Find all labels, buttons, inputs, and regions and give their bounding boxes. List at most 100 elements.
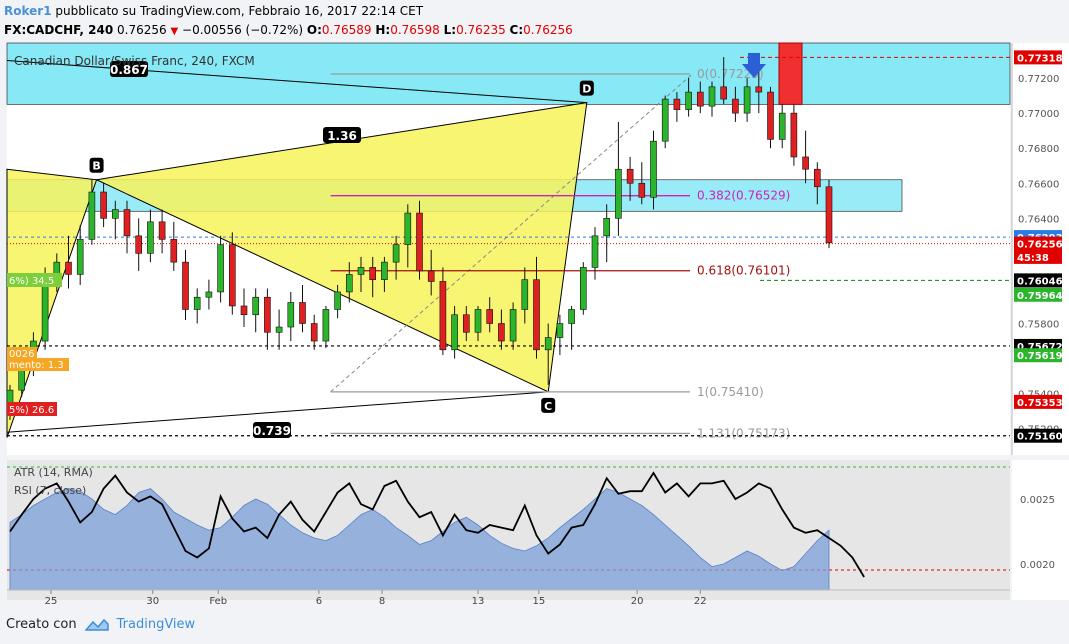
candle-down (673, 98, 681, 110)
price-label: 0.75964 (1017, 291, 1063, 302)
candle-down (439, 281, 447, 351)
price-label: 0.76256 (1017, 240, 1063, 251)
indicator-tick-label: 0.0020 (1020, 560, 1055, 571)
candle-down (65, 261, 72, 275)
candle-up (392, 244, 400, 263)
price-label: 0.76046 (1017, 276, 1063, 287)
candle-up (568, 309, 575, 324)
candle-up (334, 291, 341, 310)
price-label-bg (1014, 50, 1062, 65)
prz-zone (6, 42, 1011, 105)
candle-up (556, 323, 564, 338)
time-tick-label: 20 (631, 596, 644, 607)
price-tick-label: 0.75800 (1018, 320, 1059, 331)
last-price: 0.76256 (117, 23, 167, 37)
candle-up (451, 314, 458, 351)
left-label-b: 0026 (9, 349, 34, 360)
candle-down (416, 212, 423, 272)
candle-down (135, 235, 142, 254)
fib-level-label: 1(0.75410) (697, 385, 764, 399)
price-label-bg (1014, 348, 1062, 363)
candle-down (100, 191, 107, 219)
price-label: 0.75160 (1017, 432, 1063, 443)
candle-up (778, 112, 786, 140)
high-value: 0.76598 (390, 23, 440, 37)
candle-up (381, 261, 388, 280)
price-tick-label: 0.76600 (1018, 179, 1059, 190)
left-label-d-bg (7, 402, 57, 416)
time-tick-label: 6 (316, 596, 322, 607)
tradingview-logo-icon (84, 618, 109, 631)
price-label-bg (1014, 428, 1062, 443)
left-label-a: 6%) 34.5 (9, 276, 54, 287)
candle-up (544, 337, 552, 351)
fib-level-label: 1.131(0.75173) (697, 426, 790, 440)
candle-up (743, 86, 751, 114)
xd-line (6, 60, 587, 104)
price-label-bg (1014, 249, 1062, 264)
time-tick-label: 25 (45, 596, 58, 607)
indicator-tick-label: 0.0025 (1020, 495, 1055, 506)
price-label: 0.75353 (1017, 398, 1063, 409)
candle-up (275, 326, 283, 333)
open-label: O: (306, 23, 322, 37)
candle-up (474, 309, 482, 333)
fib-level-label: 0.618(0.76101) (697, 264, 790, 278)
tradingview-brand[interactable]: TradingView (116, 617, 196, 632)
candle-down (229, 244, 236, 307)
candle-down (498, 323, 505, 342)
atr-label: ATR (14, RMA) (14, 466, 93, 479)
candle-down (790, 112, 798, 158)
open-value: 0.76589 (321, 23, 372, 37)
ratio-0739-label-bg (253, 422, 291, 438)
indicator-axis (1012, 460, 1069, 600)
time-tick-label: 8 (379, 596, 385, 607)
time-tick-label: 15 (532, 596, 545, 607)
atr-area (9, 488, 830, 591)
candle-down (170, 239, 178, 263)
author-name[interactable]: Roker1 (4, 4, 52, 18)
candle-down (802, 156, 809, 170)
point-d-label-bg (579, 80, 594, 96)
price-label: 0.75619 (1017, 351, 1063, 362)
low-value: 0.76235 (456, 23, 506, 37)
candle-up (579, 267, 587, 310)
footer: Creato con TradingView (6, 617, 195, 632)
candle-down (767, 91, 774, 140)
published-text: pubblicato su TradingView.com, Febbraio … (55, 4, 424, 18)
candle-down (696, 91, 704, 107)
candle-up (591, 235, 599, 268)
candle-up (521, 279, 529, 310)
point-b-label: B (92, 160, 100, 173)
stop-box (778, 42, 803, 105)
fib-trend-line (330, 74, 693, 393)
price-label: 0.75672 (1017, 342, 1063, 353)
candle-up (345, 274, 353, 293)
candle-up (404, 212, 412, 245)
candle-down (755, 86, 763, 93)
candle-down (462, 314, 470, 333)
time-tick-label: 22 (694, 596, 707, 607)
price-change: −0.00556 (−0.72%) (182, 23, 304, 37)
left-label-b-bg (7, 347, 37, 360)
close-label: C: (509, 23, 524, 37)
rsi-line (9, 471, 865, 578)
price-tick-label: 0.76400 (1018, 214, 1059, 225)
price-tick-label: 0.77000 (1018, 109, 1059, 120)
price-label: 45:38 (1017, 253, 1049, 264)
point-c-label: C (544, 400, 552, 413)
candle-down (240, 305, 248, 316)
candle-down (369, 267, 377, 280)
ratio-136-label: 1.36 (327, 129, 357, 143)
candle-up (147, 221, 154, 254)
candle-down (638, 182, 646, 198)
point-b-label-bg (89, 157, 104, 173)
candle-down (264, 296, 271, 333)
candle-up (41, 279, 49, 342)
candle-up (357, 267, 365, 275)
price-label-bg (1014, 287, 1062, 302)
candle-up (603, 218, 611, 237)
ratio-0867-label-bg (110, 61, 148, 77)
